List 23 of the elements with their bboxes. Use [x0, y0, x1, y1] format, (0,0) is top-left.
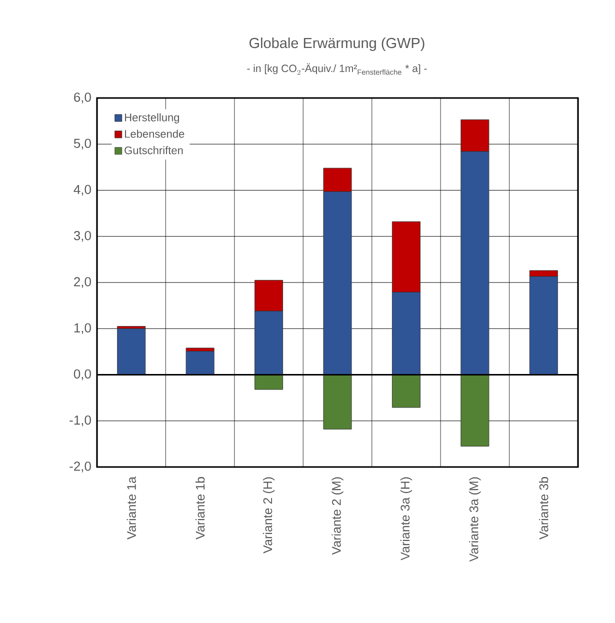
x-tick-label: Variante 2 (H)	[262, 477, 275, 554]
y-tick-label: -2,0	[70, 462, 91, 472]
x-tick-label: Variante 3a (M)	[469, 477, 481, 562]
x-tick-label: Variante 3a (H)	[400, 477, 412, 560]
y-tick-label: 4,0	[74, 184, 91, 196]
y-tick-label: 2,0	[74, 277, 91, 288]
legend-label: Herstellung	[125, 113, 180, 124]
chart-subtitle: $\text{- in [kg CO}_{2}\text{-Äquiv./ 1m²}_{\text{Fensterfläche}}\text{ * a] -}$	[247, 63, 427, 75]
bar	[186, 350, 214, 375]
y-tick-label: 5,0	[74, 138, 91, 150]
chart-title: Globale Erwärmung (GWP)	[250, 37, 424, 52]
legend-label: Gutschriften	[124, 146, 183, 154]
x-tick-label: Variante 1a	[126, 476, 136, 540]
y-tick-label: 3,0	[74, 231, 91, 242]
y-tick-label: 1,0	[74, 323, 91, 334]
x-tick-label: Variante 3b	[539, 477, 548, 540]
y-tick-label: 6,0	[74, 92, 91, 104]
x-tick-label: Variante 2 (M)	[332, 477, 344, 555]
y-tick-label: 0,0	[74, 369, 91, 380]
y-tick-label: -1,0	[70, 416, 91, 426]
legend-label: Lebensende	[125, 130, 184, 138]
bar	[117, 328, 146, 375]
x-tick-label: Variante 1b	[195, 477, 205, 540]
